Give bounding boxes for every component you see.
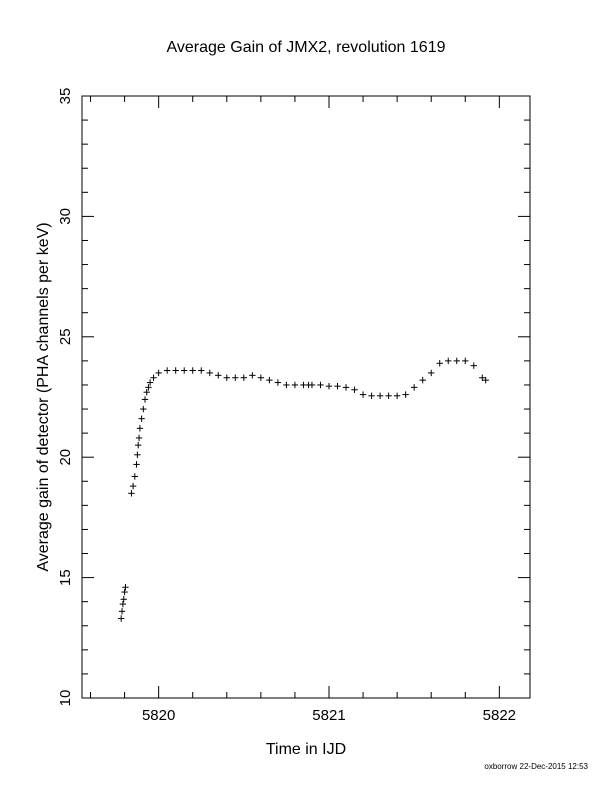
- data-point: [359, 391, 367, 398]
- data-point: [240, 374, 248, 381]
- plot-frame: [81, 95, 531, 699]
- x-axis-label: Time in IJD: [266, 741, 346, 758]
- data-point: [136, 425, 144, 432]
- data-point: [120, 596, 127, 603]
- y-tick-label: 35: [57, 88, 74, 105]
- data-point: [131, 473, 139, 480]
- footer-credit: oxborrow 22-Dec-2015 12:53: [484, 762, 588, 771]
- data-point: [206, 369, 213, 377]
- data-point: [172, 367, 179, 374]
- data-point: [140, 405, 147, 413]
- x-tick-label: 5821: [312, 707, 345, 724]
- data-point: [402, 391, 409, 398]
- data-point: [163, 367, 171, 374]
- data-point: [215, 372, 222, 379]
- data-point: [249, 372, 256, 379]
- data-point: [436, 360, 443, 367]
- data-point: [232, 374, 239, 381]
- data-point: [325, 382, 333, 390]
- data-point: [308, 381, 316, 389]
- y-tick-label: 10: [57, 690, 74, 707]
- data-point: [334, 382, 341, 390]
- data-point: [410, 384, 418, 391]
- y-tick-label: 30: [57, 208, 74, 225]
- data-point: [135, 441, 142, 449]
- data-point: [445, 357, 452, 365]
- data-point: [428, 369, 435, 377]
- data-point: [385, 392, 392, 399]
- y-tick-label: 20: [57, 449, 74, 466]
- data-point: [470, 362, 477, 369]
- x-tick-labels: 5820 5821 5822: [142, 707, 516, 724]
- data-point: [342, 384, 350, 391]
- x-tick-label: 5822: [483, 707, 516, 724]
- data-point: [143, 388, 150, 396]
- data-point: [181, 367, 188, 374]
- data-point: [141, 396, 149, 403]
- data-point: [128, 490, 135, 497]
- y-axis-label: Average gain of detector (PHA channels p…: [35, 222, 52, 571]
- data-point: [118, 608, 126, 615]
- data-point: [122, 584, 129, 591]
- y-tick-label: 15: [57, 569, 74, 586]
- data-point: [283, 381, 290, 389]
- data-point: [189, 367, 196, 374]
- data-point: [223, 374, 230, 381]
- axis-ticks: [82, 95, 530, 699]
- data-point: [119, 600, 127, 608]
- data-point: [117, 615, 125, 622]
- data-point: [266, 376, 273, 384]
- data-point: [257, 374, 265, 381]
- data-point: [291, 381, 299, 389]
- data-point: [198, 367, 205, 374]
- data-point: [135, 434, 143, 442]
- data-points: [117, 357, 489, 622]
- data-point: [145, 384, 152, 391]
- data-point: [462, 357, 469, 365]
- data-point: [121, 588, 128, 596]
- data-point: [376, 392, 384, 399]
- data-point: [274, 379, 282, 386]
- data-point: [146, 379, 154, 386]
- y-tick-labels: 10 15 20 25 30 35: [57, 88, 74, 707]
- data-point: [419, 376, 426, 384]
- data-point: [482, 376, 489, 384]
- data-point: [453, 357, 460, 365]
- data-point: [134, 451, 141, 458]
- data-point: [129, 482, 137, 490]
- data-point: [133, 461, 140, 468]
- data-point: [317, 381, 324, 389]
- data-point: [150, 374, 157, 381]
- y-tick-label: 25: [57, 328, 74, 345]
- data-point: [393, 392, 401, 399]
- x-tick-label: 5820: [142, 707, 175, 724]
- chart-title: Average Gain of JMX2, revolution 1619: [167, 39, 446, 56]
- data-point: [138, 415, 145, 422]
- data-point: [368, 392, 375, 399]
- data-point: [351, 386, 358, 393]
- data-point: [479, 374, 486, 381]
- data-point: [155, 369, 162, 377]
